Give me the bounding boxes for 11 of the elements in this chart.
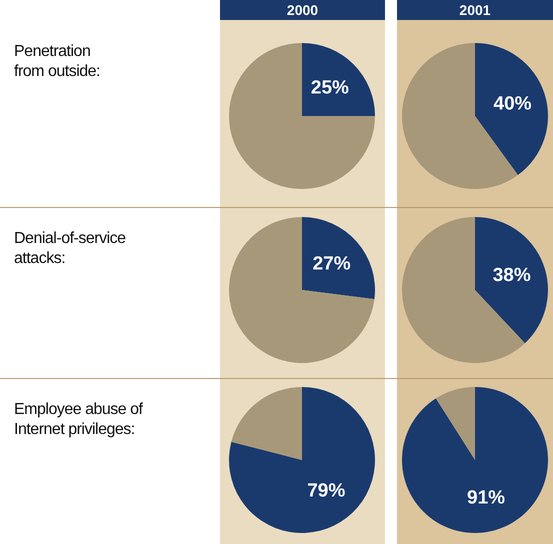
text: Denial-of-service attacks: bbox=[14, 229, 127, 269]
category-label: 2000 bbox=[220, 0, 385, 20]
data-label: 25% bbox=[310, 78, 350, 99]
data-label: 38% bbox=[492, 264, 531, 286]
text: Employee abuse of Internet privileges: bbox=[14, 400, 144, 440]
data-label: 79% bbox=[307, 480, 346, 502]
category-label: 2001 bbox=[397, 0, 553, 20]
text: Penetration from outside: bbox=[14, 42, 101, 82]
data-label: 40% bbox=[494, 93, 532, 114]
data-label: 27% bbox=[312, 253, 351, 274]
data-label: 91% bbox=[467, 487, 506, 508]
